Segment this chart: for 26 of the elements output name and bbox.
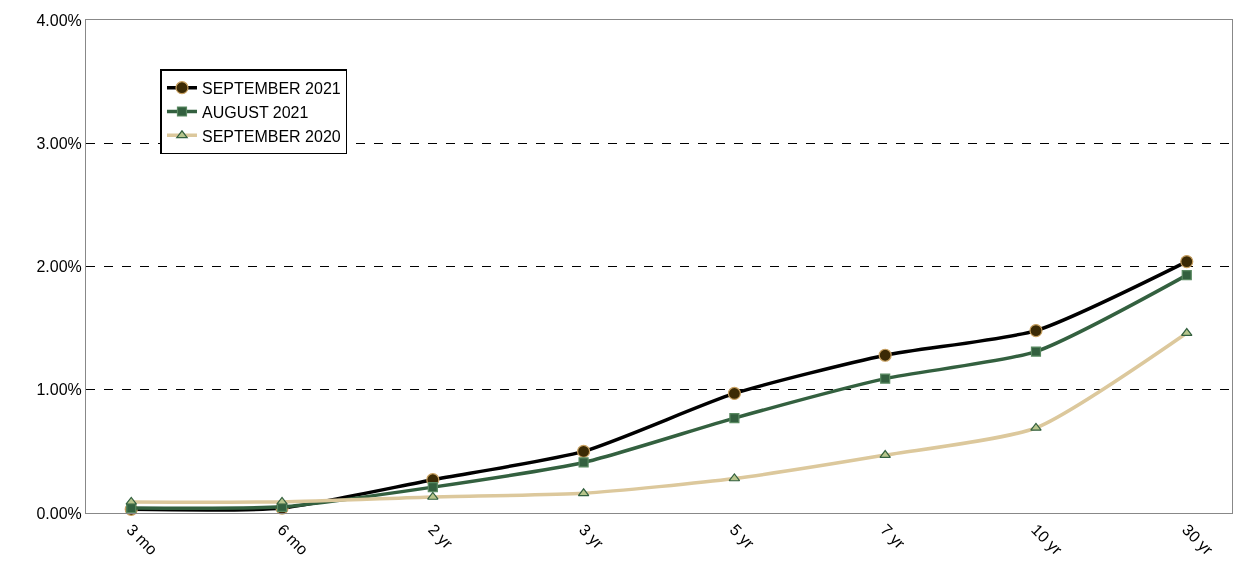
x-tick-label: 3 mo: [123, 520, 161, 559]
y-tick-label: 2.00%: [36, 258, 82, 276]
point: [427, 491, 439, 500]
point: [276, 496, 288, 505]
y-tick-label: 3.00%: [36, 134, 82, 152]
x-tick-label: 5 yr: [726, 520, 758, 553]
point: [880, 373, 891, 384]
y-tick-label: 0.00%: [36, 504, 82, 522]
x-tick-label: 2 yr: [425, 520, 457, 553]
point: [1181, 270, 1192, 281]
x-tick-label: 30 yr: [1178, 520, 1217, 559]
x-tick-label: 6 mo: [274, 520, 312, 559]
point: [578, 457, 589, 468]
point: [879, 449, 891, 458]
point: [729, 413, 740, 424]
legend-label: SEPTEMBER 2021: [201, 79, 341, 97]
legend-label: SEPTEMBER 2020: [201, 127, 341, 145]
x-tick-label: 3 yr: [575, 520, 608, 553]
legend-label: AUGUST 2021: [201, 103, 309, 121]
point: [1030, 346, 1042, 357]
y-tick-label: 4.00%: [36, 11, 82, 29]
y-tick-label: 1.00%: [36, 381, 82, 399]
point: [1030, 422, 1042, 431]
x-tick-label: 7 yr: [877, 520, 909, 553]
x-tick-label: 10 yr: [1028, 520, 1066, 559]
point: [427, 482, 438, 493]
